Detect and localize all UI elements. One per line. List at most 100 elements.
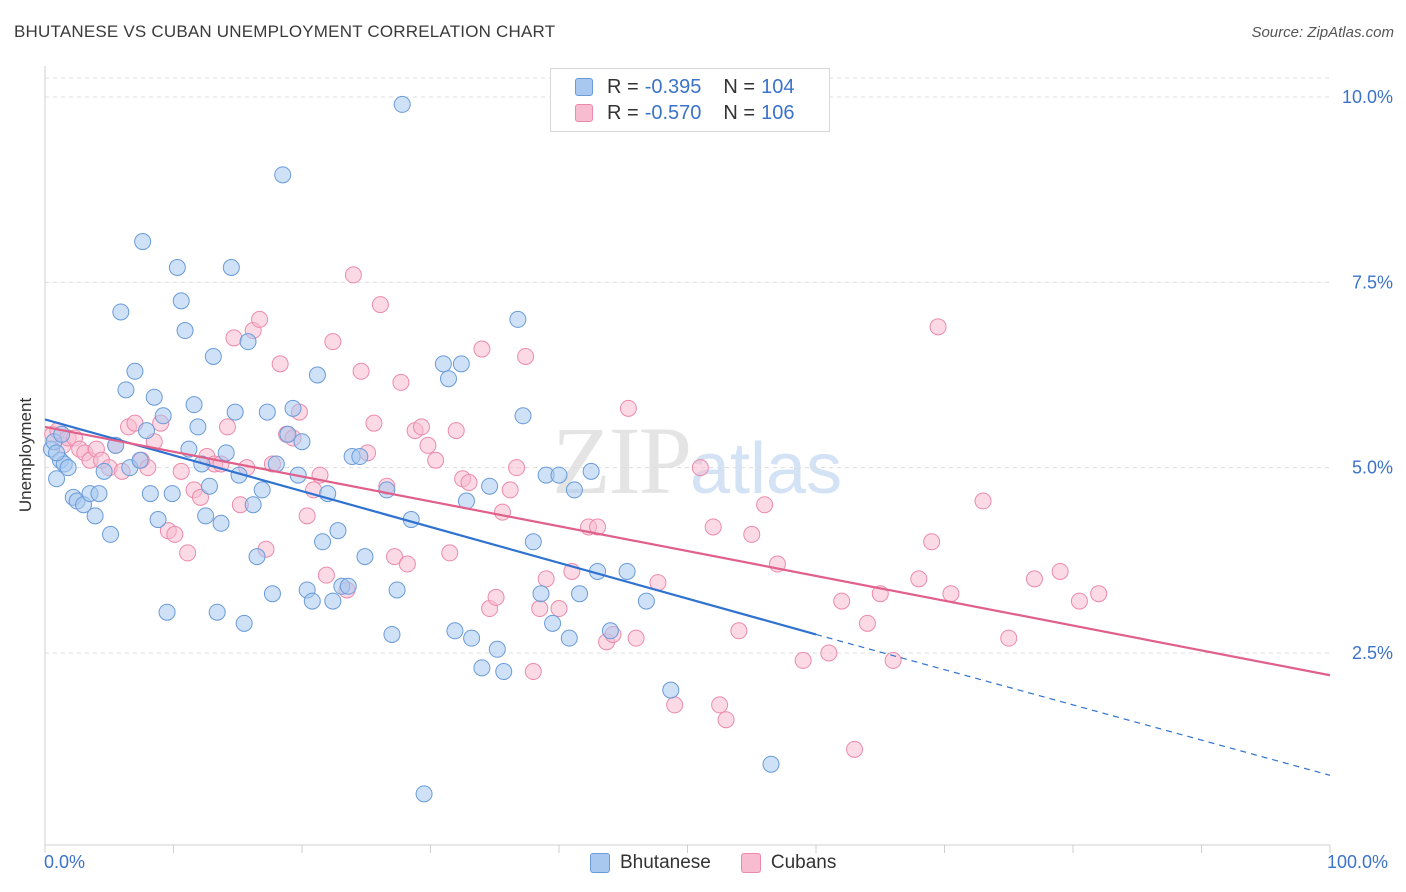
bhutanese-point [560,629,578,647]
bhutanese-point [239,333,257,351]
bhutanese-point [163,485,181,503]
bhutanese-point [473,659,491,677]
series-legend: Bhutanese Cubans [590,852,866,874]
y-tick-label: 10.0% [1342,87,1393,107]
cubans-point [218,418,236,436]
bhutanese-point [141,485,159,503]
legend-row-cubans: R = -0.570 N = 106 [575,100,794,126]
cubans-point [531,600,549,618]
source-label: Source: ZipAtlas.com [1251,24,1394,41]
cubans-point [524,663,542,681]
bhutanese-point [637,592,655,610]
bhutanese-point [524,533,542,551]
cubans-point [166,525,184,543]
x-tick-label-min: 0.0% [44,852,86,872]
bhutanese-point [571,585,589,603]
cubans-point [392,373,410,391]
bhutanese-point [253,481,271,499]
cubans-point [298,507,316,525]
cubans-point [537,570,555,588]
chart-title: BHUTANESE VS CUBAN UNEMPLOYMENT CORRELAT… [14,22,556,41]
cubans-point [386,548,404,566]
cubans-point [711,696,729,714]
bhutanese-point [244,496,262,514]
legend-label-bhutanese: Bhutanese [620,852,711,873]
bhutanese-point [185,396,203,414]
bhutanese-point [126,362,144,380]
bhutanese-point [378,481,396,499]
bhutanese-point [383,625,401,643]
cubans-point [344,266,362,284]
bhutanese-point [189,418,207,436]
cubans-point [743,525,761,543]
cubans-point [473,340,491,358]
cubans-point [858,614,876,632]
cubans-point [487,588,505,606]
bhutanese-point [235,614,253,632]
bhutanese-point [601,622,619,640]
cubans-point [324,333,342,351]
cubans-point [419,436,437,454]
bhutanese-point [134,233,152,251]
bhutanese-point [263,585,281,603]
bhutanese-trend-line [44,418,817,636]
bhutanese-point [762,755,780,773]
cubans-point [179,544,197,562]
bhutanese-point [488,640,506,658]
bhutanese-point [314,533,332,551]
bhutanese-point [339,577,357,595]
bhutanese-point [48,470,66,488]
n-value: 106 [761,101,795,124]
cubans-point [942,585,960,603]
bhutanese-point [514,407,532,425]
bhutanese-point [176,322,194,340]
bhutanese-point [481,477,499,495]
cubans-point [846,740,864,758]
legend-item-cubans[interactable]: Cubans [740,852,837,874]
cubans-point [717,711,735,729]
cubans-trend-line [44,425,1331,677]
cubans-swatch [575,104,593,122]
y-axis-label: Unemployment [16,341,36,512]
bhutanese-point [197,507,215,525]
bhutanese-point [274,166,292,184]
cubans-point [517,347,535,365]
cubans-point [794,651,812,669]
bhutanese-point [452,355,470,373]
cubans-point [493,503,511,521]
bhutanese-point [618,562,636,580]
bhutanese-point [284,399,302,417]
cubans-point [756,496,774,514]
legend-item-bhutanese[interactable]: Bhutanese [590,852,711,874]
bhutanese-point [138,422,156,440]
bhutanese-point [95,462,113,480]
bhutanese-point [90,485,108,503]
bhutanese-point [434,355,452,373]
bhutanese-point [226,403,244,421]
legend-label-cubans: Cubans [770,852,837,873]
bhutanese-point [351,448,369,466]
cubans-point [619,399,637,417]
n-label: N = [723,75,756,98]
cubans-point [1025,570,1043,588]
n-value: 104 [761,75,795,98]
bhutanese-point [532,585,550,603]
bhutanese-point [303,592,321,610]
bhutanese-point [222,259,240,277]
cubans-point [704,518,722,536]
cubans-point [172,462,190,480]
bhutanese-point [388,581,406,599]
cubans-point [251,310,269,328]
bhutanese-point [172,292,190,310]
bhutanese-point [200,477,218,495]
cubans-point [413,418,431,436]
cubans-point [884,651,902,669]
bhutanese-point [208,603,226,621]
cubans-point [1090,585,1108,603]
bhutanese-point [565,481,583,499]
cubans-point [691,459,709,477]
cubans-point [352,362,370,380]
cubans-point [820,644,838,662]
bhutanese-point [463,629,481,647]
